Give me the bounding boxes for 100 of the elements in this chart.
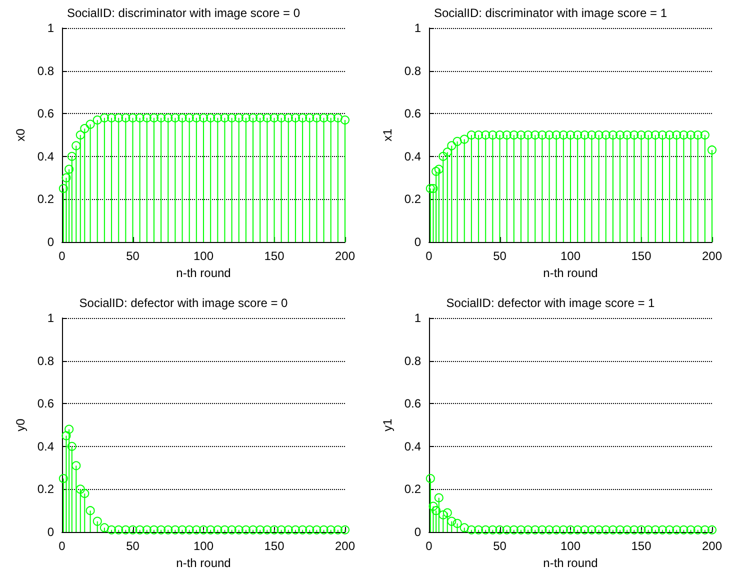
point — [432, 506, 441, 516]
point — [64, 164, 74, 174]
point — [516, 525, 526, 534]
point — [178, 113, 187, 122]
point — [693, 130, 702, 140]
point — [566, 525, 575, 534]
point — [573, 130, 582, 140]
y-axis-title: y0 — [13, 418, 28, 432]
point — [587, 130, 596, 140]
point — [616, 525, 625, 534]
point — [234, 113, 244, 122]
point — [428, 184, 438, 193]
x-axis-title: n-th round — [543, 266, 598, 280]
point — [227, 525, 236, 534]
point — [142, 525, 152, 534]
x-tick-label: 100 — [193, 249, 214, 263]
point — [326, 525, 336, 534]
point — [558, 130, 568, 140]
point — [227, 113, 236, 122]
point — [276, 113, 286, 122]
point — [442, 508, 452, 518]
point — [622, 130, 632, 140]
point — [76, 484, 85, 494]
point — [616, 130, 625, 140]
point — [608, 130, 618, 140]
point — [220, 525, 230, 534]
point — [466, 525, 476, 534]
point — [80, 488, 90, 498]
point — [62, 173, 71, 182]
point — [58, 184, 68, 193]
point — [650, 130, 660, 140]
point — [270, 113, 279, 122]
point — [149, 113, 158, 122]
point — [672, 130, 682, 140]
point — [644, 525, 653, 534]
point — [114, 113, 124, 122]
point — [608, 525, 618, 534]
point — [114, 525, 124, 534]
point — [184, 525, 194, 534]
point — [495, 525, 504, 534]
point — [426, 474, 435, 483]
point — [672, 525, 682, 534]
x-tick-label: 150 — [631, 249, 652, 263]
y-tick-label: 0.4 — [37, 439, 54, 454]
point — [601, 525, 610, 534]
point — [665, 130, 674, 140]
y-tick-label: 0.8 — [404, 354, 422, 368]
point — [234, 525, 244, 534]
chart-title: SocialID: defector with image score = 1 — [446, 296, 656, 310]
point — [170, 525, 180, 534]
point — [241, 113, 250, 122]
point — [509, 525, 518, 534]
point — [481, 130, 490, 140]
point — [241, 525, 250, 534]
point — [428, 502, 438, 511]
point — [213, 525, 222, 534]
point — [256, 113, 265, 122]
point — [276, 525, 286, 534]
x-tick-label: 100 — [560, 539, 581, 553]
point — [305, 525, 314, 534]
point — [290, 113, 300, 122]
point — [135, 113, 144, 122]
point — [86, 506, 95, 516]
point — [679, 525, 688, 534]
point — [164, 113, 173, 122]
point — [636, 525, 646, 534]
y-tick-label: 0.8 — [37, 64, 54, 78]
point — [107, 113, 116, 122]
point — [538, 130, 547, 140]
point — [298, 525, 308, 534]
point — [580, 130, 590, 140]
y-tick-label: 0.6 — [404, 396, 422, 411]
point — [658, 130, 667, 140]
y-axis-title: x1 — [380, 128, 394, 142]
point — [594, 130, 604, 140]
point — [199, 525, 208, 534]
point — [128, 525, 138, 534]
point — [312, 113, 322, 122]
point — [206, 525, 216, 534]
x-tick-label: 50 — [126, 249, 140, 263]
point — [164, 525, 173, 534]
x-tick-label: 100 — [193, 539, 214, 553]
point — [86, 120, 95, 129]
point — [92, 516, 102, 526]
point — [538, 525, 547, 534]
point — [305, 113, 314, 122]
point — [630, 525, 639, 534]
point — [650, 525, 660, 534]
chart-title: SocialID: defector with image score = 0 — [79, 296, 288, 310]
point — [434, 493, 444, 502]
point — [284, 525, 293, 534]
y-tick-label: 0.8 — [404, 64, 422, 78]
point — [128, 113, 138, 122]
point — [700, 130, 710, 140]
point — [636, 130, 646, 140]
point — [558, 525, 568, 534]
y-axis-title: y1 — [380, 418, 394, 432]
point — [100, 113, 109, 122]
point — [142, 113, 152, 122]
x-tick-label: 150 — [264, 249, 285, 263]
